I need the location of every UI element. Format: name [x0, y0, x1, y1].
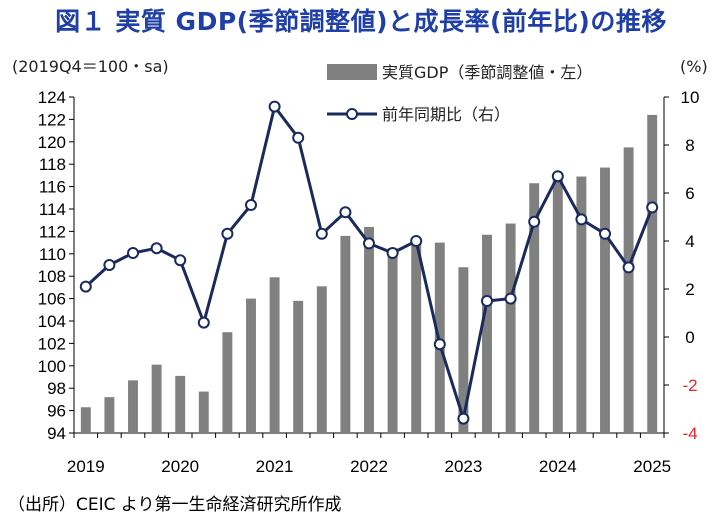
right-tick-label: 0 — [685, 328, 694, 347]
left-tick-label: 118 — [39, 155, 66, 174]
growth-point — [575, 213, 588, 226]
left-tick-label: 112 — [39, 222, 66, 241]
legend-line-label: 前年同期比（右） — [382, 105, 510, 124]
growth-point — [292, 131, 305, 144]
gdp-bar — [104, 397, 115, 433]
chart-title: 図１ 実質 GDP(季節調整値)と成長率(前年比)の推移 — [55, 7, 667, 36]
growth-line — [79, 100, 659, 425]
right-tick-label: 8 — [685, 136, 694, 155]
growth-point — [481, 295, 493, 307]
axes: 9496981001021041061081101121141161181201… — [38, 88, 700, 476]
left-tick-label: 96 — [47, 402, 66, 421]
gdp-bar — [600, 167, 610, 433]
x-tick-label: 2022 — [350, 457, 388, 476]
legend: 実質GDP（季節調整値・左） 前年同期比（右） — [327, 63, 592, 124]
left-tick-label: 120 — [38, 133, 66, 152]
growth-point — [197, 316, 210, 329]
left-tick-label: 122 — [38, 110, 66, 129]
x-tick-label: 2020 — [161, 457, 199, 476]
gdp-bar — [529, 183, 540, 433]
gdp-bar — [623, 147, 634, 433]
growth-point — [433, 338, 446, 351]
gdp-bar — [198, 391, 209, 433]
growth-point — [363, 237, 375, 250]
left-tick-label: 108 — [38, 267, 66, 286]
growth-point — [646, 201, 659, 214]
gdp-bar — [458, 267, 469, 433]
right-tick-label: 2 — [685, 280, 694, 299]
growth-point — [622, 261, 635, 274]
growth-point — [174, 254, 187, 267]
growth-point — [504, 292, 517, 305]
left-axis-label: (2019Q4＝100・sa) — [12, 57, 169, 76]
right-tick-label: 6 — [685, 184, 694, 203]
left-tick-label: 124 — [38, 88, 66, 107]
gdp-bar — [175, 375, 186, 433]
right-tick-label: -2 — [682, 376, 697, 395]
growth-point — [315, 227, 328, 240]
x-tick-label: 2021 — [256, 457, 294, 476]
left-tick-label: 100 — [38, 357, 66, 376]
right-axis-label: (%) — [680, 57, 708, 76]
growth-point — [79, 280, 92, 293]
x-tick-label: 2025 — [633, 457, 671, 476]
growth-point — [528, 215, 541, 228]
gdp-bar — [411, 240, 422, 433]
x-tick-label: 2019 — [67, 457, 105, 476]
gdp-bar — [80, 407, 91, 433]
right-tick-label: 10 — [681, 88, 700, 107]
gdp-bar — [647, 114, 658, 434]
gdp-bar — [222, 332, 233, 433]
growth-point — [150, 242, 163, 255]
gdp-bar — [340, 235, 351, 433]
growth-point — [245, 199, 257, 211]
right-tick-label: -4 — [682, 424, 697, 443]
left-tick-label: 104 — [38, 312, 66, 331]
growth-point — [103, 259, 116, 271]
left-tick-label: 116 — [39, 178, 66, 197]
left-tick-label: 102 — [38, 334, 66, 353]
left-tick-label: 98 — [47, 379, 66, 398]
gdp-bar — [576, 176, 587, 433]
bars — [80, 114, 658, 434]
gdp-bar — [293, 300, 304, 433]
growth-point — [599, 227, 611, 240]
growth-point — [457, 412, 470, 425]
growth-point — [221, 227, 234, 240]
growth-point — [268, 100, 281, 113]
legend-bar-swatch — [327, 64, 377, 80]
growth-point — [386, 247, 399, 259]
gdp-bar — [269, 277, 280, 433]
gdp-bar — [364, 226, 374, 433]
gdp-bar — [128, 380, 138, 433]
gdp-bar — [552, 177, 563, 433]
legend-line-marker — [346, 108, 358, 120]
growth-point — [339, 206, 352, 219]
x-tick-label: 2023 — [444, 457, 482, 476]
right-tick-label: 4 — [685, 232, 694, 251]
gdp-bar — [387, 248, 398, 433]
gdp-bar — [482, 234, 492, 433]
growth-point — [551, 170, 564, 183]
gdp-bar — [505, 223, 516, 433]
growth-point — [410, 235, 423, 247]
source-note: （出所）CEIC より第一生命経済研究所作成 — [8, 495, 342, 515]
left-tick-label: 106 — [38, 290, 66, 309]
growth-point — [127, 247, 139, 259]
left-tick-label: 94 — [47, 424, 66, 443]
gdp-bar — [316, 286, 327, 433]
gdp-bar — [151, 364, 162, 433]
gdp-bar — [246, 298, 256, 433]
x-tick-label: 2024 — [539, 457, 577, 476]
legend-bar-label: 実質GDP（季節調整値・左） — [382, 63, 592, 82]
left-tick-label: 114 — [39, 200, 66, 219]
left-tick-label: 110 — [39, 245, 66, 264]
